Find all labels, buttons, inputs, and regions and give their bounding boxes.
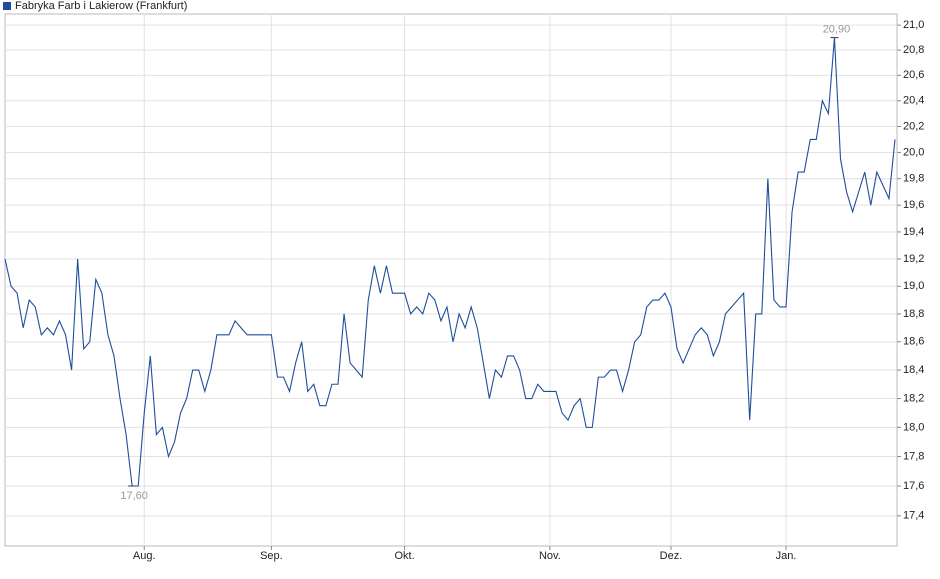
- y-tick-label: 17,8: [903, 450, 924, 462]
- y-tick-label: 19,8: [903, 173, 924, 185]
- extreme-label: 20,90: [823, 24, 851, 36]
- plot-frame: [4, 13, 898, 547]
- y-tick-label: 21,0: [903, 19, 924, 31]
- legend: Fabryka Farb i Lakierow (Frankfurt): [3, 0, 187, 12]
- x-tick-label: Okt.: [395, 550, 415, 562]
- y-tick-label: 19,2: [903, 253, 924, 265]
- y-tick-label: 18,8: [903, 308, 924, 320]
- y-tick-label: 19,0: [903, 280, 924, 292]
- y-tick-label: 18,0: [903, 421, 924, 433]
- y-tick-label: 20,8: [903, 44, 924, 56]
- y-tick-label: 20,4: [903, 95, 924, 107]
- y-tick-label: 18,2: [903, 392, 924, 404]
- y-tick-label: 19,4: [903, 226, 924, 238]
- y-tick-label: 17,4: [903, 510, 924, 522]
- y-tick-label: 20,2: [903, 120, 924, 132]
- y-tick-label: 18,6: [903, 336, 924, 348]
- price-line: [4, 37, 896, 487]
- x-tick-label: Aug.: [133, 550, 156, 562]
- legend-swatch: [3, 2, 11, 10]
- y-tick-label: 17,6: [903, 480, 924, 492]
- x-tick-label: Sep.: [260, 550, 283, 562]
- extreme-label: 17,60: [120, 490, 148, 502]
- y-tick-label: 18,4: [903, 364, 924, 376]
- x-tick-label: Nov.: [539, 550, 561, 562]
- legend-label: Fabryka Farb i Lakierow (Frankfurt): [15, 0, 187, 12]
- x-tick-label: Jan.: [776, 550, 797, 562]
- y-tick-label: 19,6: [903, 199, 924, 211]
- x-tick-label: Dez.: [660, 550, 683, 562]
- y-tick-label: 20,0: [903, 146, 924, 158]
- y-tick-label: 20,6: [903, 69, 924, 81]
